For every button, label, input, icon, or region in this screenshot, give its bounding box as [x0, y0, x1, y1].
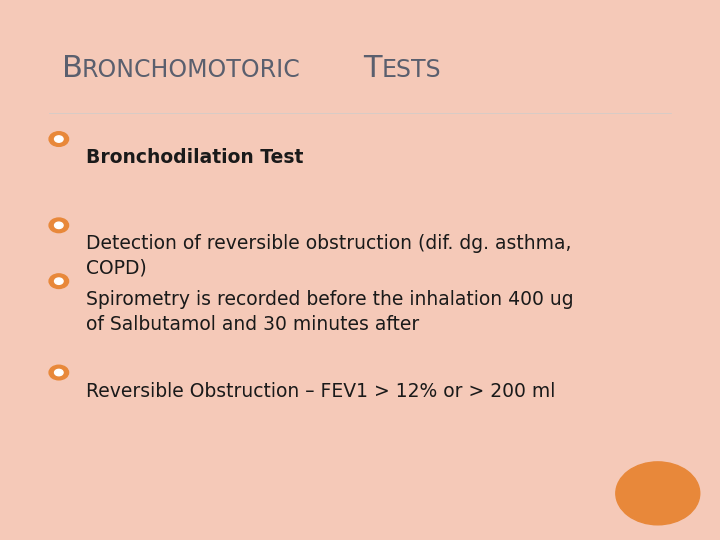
- Text: Bronchodilation Test: Bronchodilation Test: [86, 148, 303, 167]
- Text: B: B: [62, 54, 83, 83]
- Circle shape: [49, 132, 68, 146]
- Text: Reversible Obstruction – FEV1 > 12% or > 200 ml: Reversible Obstruction – FEV1 > 12% or >…: [86, 382, 555, 401]
- Text: T: T: [364, 54, 382, 83]
- Circle shape: [55, 136, 63, 142]
- Circle shape: [616, 462, 700, 525]
- Circle shape: [49, 274, 68, 288]
- Circle shape: [55, 369, 63, 376]
- Circle shape: [49, 218, 68, 233]
- Circle shape: [55, 222, 63, 228]
- Circle shape: [55, 278, 63, 285]
- Circle shape: [49, 365, 68, 380]
- Text: RONCHOMOTORIC: RONCHOMOTORIC: [81, 58, 300, 82]
- Text: ESTS: ESTS: [382, 58, 441, 82]
- Text: Spirometry is recorded before the inhalation 400 ug
of Salbutamol and 30 minutes: Spirometry is recorded before the inhala…: [86, 291, 574, 334]
- Text: Detection of reversible obstruction (dif. dg. asthma,
COPD): Detection of reversible obstruction (dif…: [86, 234, 572, 278]
